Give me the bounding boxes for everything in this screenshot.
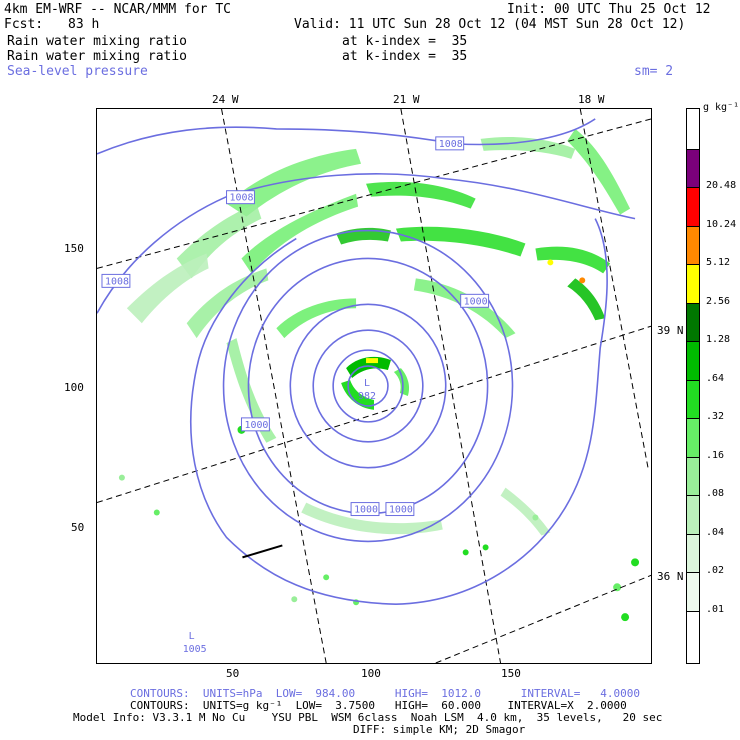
colorbar-swatch [687, 264, 699, 304]
contours-rain-info: CONTOURS: UNITS=g kg⁻¹ LOW= 3.7500 HIGH=… [130, 699, 627, 712]
lat-label-36n: 36 N [657, 570, 684, 583]
weak-low-marker: L [189, 631, 195, 642]
colorbar-swatch [687, 456, 699, 497]
colorbar-label: .04 [706, 526, 725, 538]
field-2-name: Rain water mixing ratio [7, 49, 188, 64]
rain-water-shading [118, 128, 640, 622]
init-time: Init: 00 UTC Thu 25 Oct 12 [507, 2, 711, 17]
low-center-marker: L [364, 378, 370, 389]
x-tick-100: 100 [361, 667, 381, 680]
lat-label-39n: 39 N [657, 324, 684, 337]
colorbar-swatch [687, 341, 699, 381]
colorbar-label: 2.56 [706, 295, 731, 307]
contours-slp-info: CONTOURS: UNITS=hPa LOW= 984.00 HIGH= 10… [130, 687, 640, 700]
contour-label-group: 1008 1008 1008 1000 1000 1000 1000 L 982… [101, 136, 490, 655]
colorbar-units: g kg⁻¹ [703, 102, 740, 113]
colorbar-swatch [687, 187, 699, 227]
field-1-name: Rain water mixing ratio [7, 34, 188, 49]
field-1-level: at k-index = 35 [342, 34, 468, 49]
contour-label: 1000 [464, 296, 488, 307]
colorbar-label: 5.12 [706, 257, 731, 269]
colorbar-label: .02 [706, 565, 725, 577]
low-center-pressure: 982 [358, 391, 376, 402]
x-tick-50: 50 [226, 667, 240, 680]
colorbar-label: .64 [706, 372, 725, 384]
map-plot: 1008 1008 1008 1000 1000 1000 1000 L 982… [96, 108, 652, 664]
lon-label-21w: 21 W [393, 93, 420, 106]
colorbar-swatch [687, 495, 699, 535]
colorbar-swatch [687, 225, 699, 266]
field-2-level: at k-index = 35 [342, 49, 468, 64]
contour-label: 1000 [389, 505, 413, 516]
y-tick-150: 150 [64, 242, 84, 255]
colorbar-label: .32 [706, 411, 725, 423]
valid-time: Valid: 11 UTC Sun 28 Oct 12 (04 MST Sun … [294, 17, 686, 32]
contour-label: 1008 [105, 276, 129, 287]
y-tick-50: 50 [71, 521, 85, 534]
contour-label: 1008 [230, 193, 254, 204]
colorbar-swatch [687, 533, 699, 574]
forecast-label: Fcst: [4, 17, 44, 32]
forecast-hour: 83 h [68, 17, 100, 32]
field-3-name: Sea-level pressure [7, 64, 148, 79]
colorbar-swatch [687, 379, 699, 420]
colorbar-label: 1.28 [706, 334, 731, 346]
slp-contours [97, 118, 636, 606]
colorbar-swatch [687, 418, 699, 458]
colorbar-label: .16 [706, 449, 725, 461]
contour-label: 1008 [439, 139, 463, 150]
contour-label: 1000 [244, 420, 268, 431]
smoothing-label: sm= 2 [634, 64, 674, 79]
colorbar-label: .08 [706, 488, 725, 500]
contour-label: 1000 [354, 505, 378, 516]
colorbar [686, 108, 700, 664]
weak-low-pressure: 1005 [183, 644, 207, 655]
colorbar-swatch [687, 572, 699, 612]
colorbar-swatch [687, 149, 699, 189]
x-tick-150: 150 [501, 667, 521, 680]
lon-label-24w: 24 W [212, 93, 239, 106]
colorbar-swatch [687, 302, 699, 343]
model-info: Model Info: V3.3.1 M No Cu YSU PBL WSM 6… [73, 711, 663, 724]
lon-label-18w: 18 W [578, 93, 605, 106]
colorbar-label: 20.48 [706, 180, 737, 192]
colorbar-swatch [687, 610, 699, 650]
wind-barb [242, 544, 283, 559]
plot-title: 4km EM-WRF -- NCAR/MMM for TC [4, 2, 231, 17]
colorbar-label: .01 [706, 603, 725, 615]
colorbar-label: 10.24 [706, 218, 737, 230]
model-info-diffusion: DIFF: simple KM; 2D Smagor [353, 723, 526, 736]
y-tick-100: 100 [64, 381, 84, 394]
